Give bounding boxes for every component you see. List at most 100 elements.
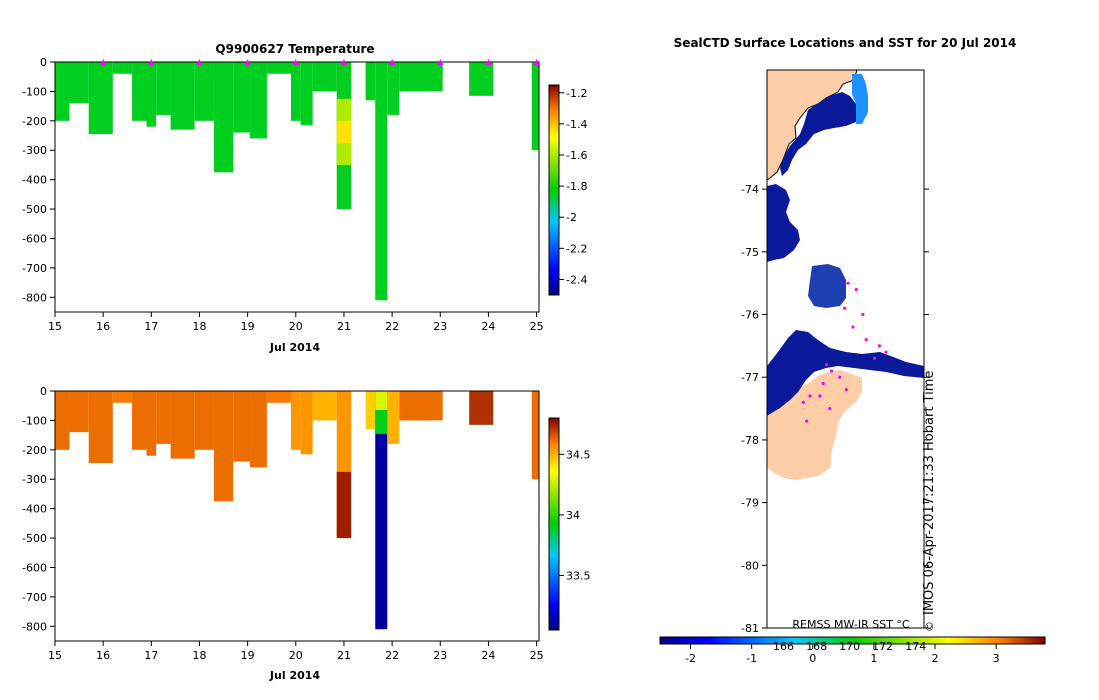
profile-column	[399, 391, 443, 421]
surface-marker	[148, 59, 155, 65]
y-tick-label: -200	[22, 444, 47, 457]
sst-patch-north-blue	[852, 74, 868, 124]
profile-column	[375, 391, 388, 630]
profile-column	[387, 62, 400, 115]
map-y-tick-label: -80	[741, 559, 759, 572]
sst-patch-north	[780, 92, 856, 176]
copyright-symbol: ©	[923, 621, 936, 632]
colorbar-tick-label: -1.4	[566, 118, 587, 131]
map-axes: -74 -75 -76 -77 -78 -79 -80 -81	[741, 183, 929, 635]
ctd-location-dot	[805, 419, 809, 423]
x-tick-label: 23	[433, 649, 447, 662]
x-tick-label: 19	[241, 320, 255, 333]
ctd-location-dot	[829, 369, 834, 373]
ctd-surface-locations	[801, 281, 888, 423]
ctd-location-dot	[828, 406, 832, 411]
profile-column	[132, 62, 147, 121]
victoria-land	[766, 69, 858, 181]
x-tick-label: 17	[144, 649, 158, 662]
map-y-tick-label: -75	[741, 246, 759, 259]
y-tick-label: -600	[22, 561, 47, 574]
profile-warm-core	[336, 120, 352, 143]
temperature-colorbar: -1.2 -1.4 -1.6 -1.8 -2 -2.2 -2.4	[548, 84, 587, 296]
surface-marker	[485, 59, 492, 65]
profile-column	[300, 62, 313, 126]
profile-column	[69, 391, 89, 433]
y-tick-label: -400	[22, 174, 47, 187]
profile-column	[266, 62, 291, 74]
ctd-location-dot	[851, 325, 855, 329]
sst-patch-south	[767, 330, 924, 416]
x-tick-label: 20	[289, 649, 303, 662]
map-title: SealCTD Surface Locations and SST for 20…	[674, 36, 1017, 50]
x-tick-label: 25	[530, 649, 544, 662]
colorbar-tick-label: -1.6	[566, 149, 587, 162]
sst-colorbar-tick-label: 1	[870, 652, 877, 665]
salinity-axes: 15 16 17 18 19 20 21 22 23 24 25 0 -100 -200 -300 -400 -…	[22, 385, 544, 662]
profile-column	[146, 391, 157, 456]
profile-column	[55, 62, 70, 121]
salinity-profiles	[55, 391, 539, 630]
profile-column	[266, 391, 291, 403]
profile-column	[365, 62, 376, 101]
temperature-colorbar-ramp	[548, 84, 560, 296]
x-tick-label: 18	[192, 320, 206, 333]
sst-colorbar-ticks: -2 -1 0 1 2 3 166 168 170 172 174	[685, 640, 1000, 665]
y-tick-label: -400	[22, 503, 47, 516]
profile-column	[531, 391, 539, 480]
ctd-location-dot	[844, 388, 848, 392]
surface-marker	[244, 59, 251, 65]
sst-colorbar-tick-label: 0	[809, 652, 816, 665]
x-tick-label: 16	[96, 649, 110, 662]
sst-patch-drygalski	[808, 264, 846, 308]
map-x-tick-label: 172	[872, 640, 893, 653]
temperature-colorbar-ticks: -1.2 -1.4 -1.6 -1.8 -2 -2.2 -2.4	[559, 87, 587, 286]
map-y-tick-label: -81	[741, 622, 759, 635]
map-y-tick-label: -76	[741, 309, 759, 322]
sst-patch-coast	[767, 184, 800, 262]
profile-column	[233, 391, 251, 462]
colorbar-tick-label: 33.5	[566, 569, 591, 582]
ctd-location-dot	[861, 312, 865, 317]
y-tick-label: -300	[22, 144, 47, 157]
y-tick-label: -100	[22, 414, 47, 427]
y-tick-label: 0	[40, 385, 47, 398]
ctd-location-dot	[818, 394, 822, 398]
map-x-tick-label: 166	[773, 640, 794, 653]
x-tick-label: 19	[241, 649, 255, 662]
ctd-location-dot	[854, 287, 858, 292]
x-tick-label: 25	[530, 320, 544, 333]
colorbar-tick-label: 34	[566, 509, 580, 522]
salinity-panel: 15 16 17 18 19 20 21 22 23 24 25 0 -100 -200 -300 -400 -…	[22, 385, 590, 682]
profile-column	[170, 391, 195, 459]
salinity-colorbar: 34.5 34 33.5	[548, 417, 591, 631]
colorbar-tick-label: 34.5	[566, 448, 591, 461]
temperature-axes: 15 16 17 18 19 20 21 22 23 24 25 0 -100 -200 -300 -400 -…	[22, 56, 544, 333]
surface-marker	[437, 59, 444, 65]
x-tick-label: 15	[48, 320, 62, 333]
profile-deep-layer	[336, 471, 352, 539]
ctd-location-dot	[824, 363, 829, 367]
ctd-location-dot	[801, 400, 805, 404]
y-tick-label: -200	[22, 115, 47, 128]
ctd-location-dot	[808, 394, 812, 398]
profile-column	[194, 62, 214, 121]
profile-column	[312, 391, 337, 421]
x-tick-label: 21	[337, 320, 351, 333]
profile-column	[300, 391, 313, 455]
map-y-tick-label: -74	[741, 183, 759, 196]
x-tick-label: 21	[337, 649, 351, 662]
colorbar-tick-label: -2	[566, 211, 577, 224]
sst-colorbar-tick-label: -1	[746, 652, 757, 665]
profile-column	[69, 62, 89, 104]
map-frame	[766, 69, 925, 629]
y-tick-label: -500	[22, 203, 47, 216]
ctd-location-dot	[838, 375, 842, 379]
y-tick-label: -800	[22, 291, 47, 304]
x-tick-label: 22	[385, 649, 399, 662]
profile-column	[55, 391, 70, 450]
x-tick-label: 18	[192, 649, 206, 662]
x-tick-label: 22	[385, 320, 399, 333]
profile-column	[146, 62, 157, 127]
